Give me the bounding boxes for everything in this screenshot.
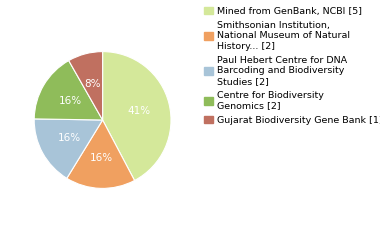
Text: 16%: 16% xyxy=(90,153,113,163)
Text: 16%: 16% xyxy=(59,96,82,106)
Wedge shape xyxy=(69,52,103,120)
Wedge shape xyxy=(103,52,171,180)
Text: 41%: 41% xyxy=(128,106,151,116)
Wedge shape xyxy=(67,120,135,188)
Text: 8%: 8% xyxy=(85,79,101,89)
Text: 16%: 16% xyxy=(58,133,81,143)
Legend: Mined from GenBank, NCBI [5], Smithsonian Institution,
National Museum of Natura: Mined from GenBank, NCBI [5], Smithsonia… xyxy=(202,5,380,127)
Wedge shape xyxy=(34,60,103,120)
Wedge shape xyxy=(34,119,103,178)
